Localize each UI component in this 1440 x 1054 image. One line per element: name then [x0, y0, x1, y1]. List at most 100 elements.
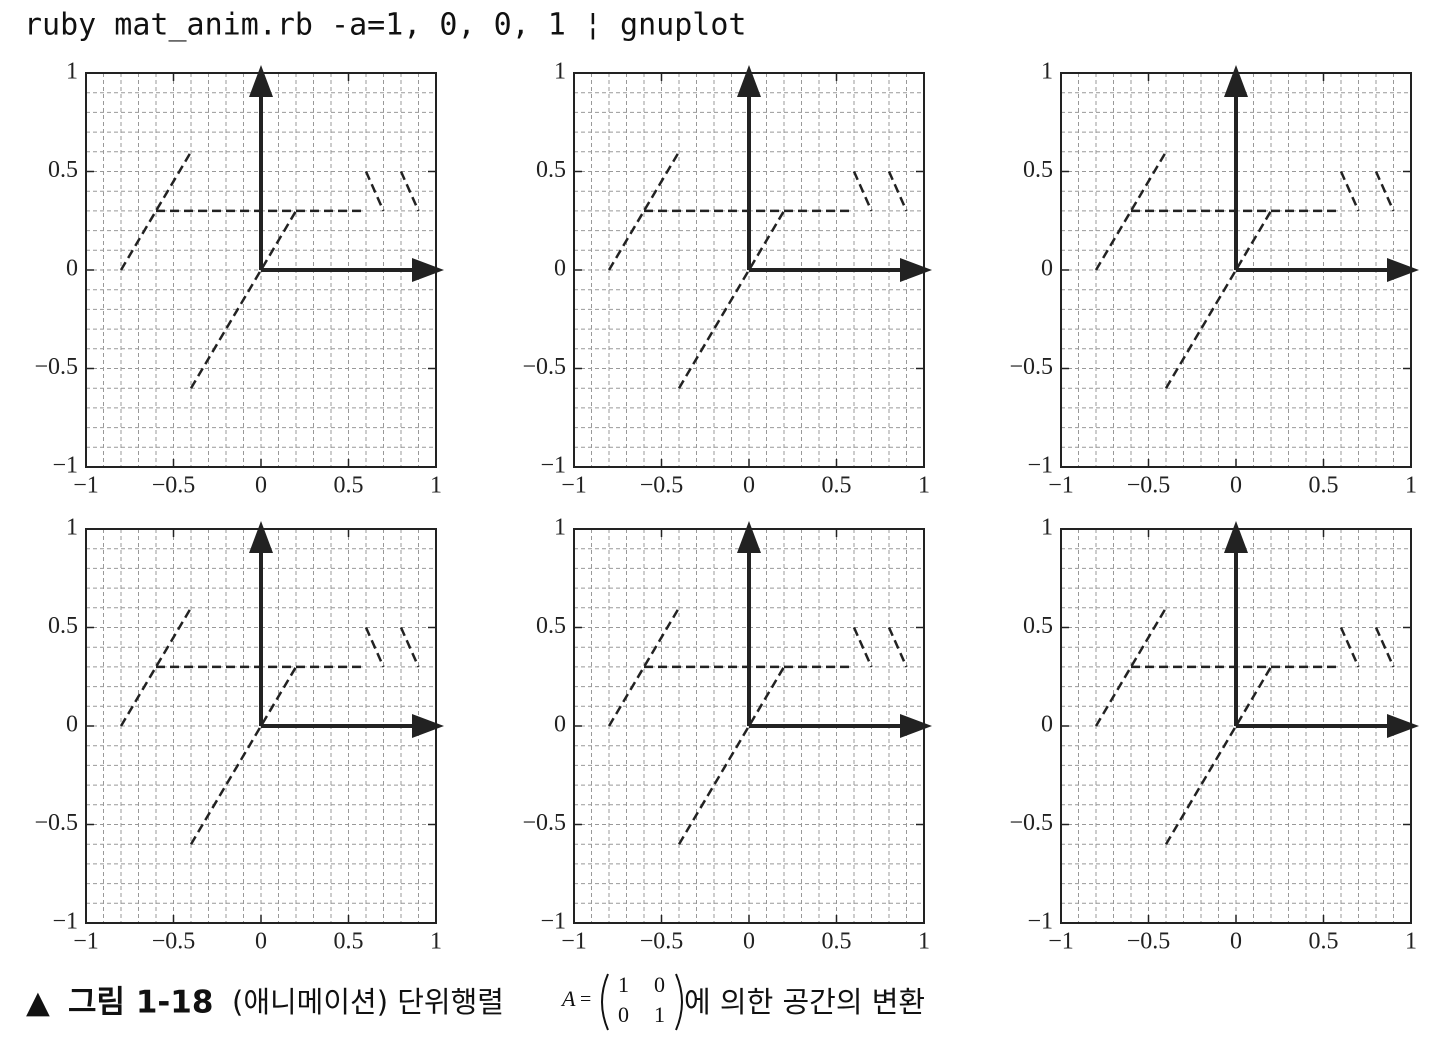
- y-tick-label: 0: [66, 712, 78, 738]
- dashed-line: [677, 666, 786, 845]
- x-tick-label: −1: [561, 929, 587, 955]
- x-tick-label: 0.5: [822, 929, 852, 955]
- x-tick-label: −1: [561, 473, 587, 499]
- dashed-line: [607, 151, 681, 271]
- x-tick-label: 0: [1230, 473, 1242, 499]
- y-tick-label: 0.5: [536, 613, 566, 639]
- x-tick-label: 1: [1405, 929, 1417, 955]
- x-tick-label: −0.5: [152, 473, 196, 499]
- y-tick-label: −1: [1027, 909, 1053, 935]
- dashed-line: [677, 210, 786, 389]
- x-tick-label: −0.5: [640, 929, 684, 955]
- x-tick-label: −1: [73, 473, 99, 499]
- caption-label: 그림 1-18: [68, 985, 213, 1021]
- y-tick-label: 0.5: [1023, 613, 1053, 639]
- x-tick-label: −0.5: [1127, 929, 1171, 955]
- x-tick-label: 0: [743, 929, 755, 955]
- x-tick-label: 0: [255, 929, 267, 955]
- y-tick-label: 1: [554, 59, 566, 85]
- dashed-line: [399, 170, 420, 212]
- x-tick-label: 0: [743, 473, 755, 499]
- y-tick-label: −1: [52, 909, 78, 935]
- matrix-entry: 1: [654, 1002, 665, 1027]
- dashed-line: [119, 607, 193, 727]
- command-line: ruby mat_anim.rb -a=1, 0, 0, 1 ¦ gnuplot: [24, 8, 746, 43]
- dashed-line: [364, 626, 385, 668]
- x-tick-label: 0.5: [334, 929, 364, 955]
- x-tick-label: 0: [255, 473, 267, 499]
- x-tick-label: −0.5: [1127, 473, 1171, 499]
- y-tick-label: 1: [1041, 515, 1053, 541]
- y-tick-label: 0: [1041, 256, 1053, 282]
- dashed-line: [1374, 626, 1395, 668]
- x-tick-label: −0.5: [152, 929, 196, 955]
- x-tick-label: −0.5: [640, 473, 684, 499]
- x-tick-label: −1: [1048, 929, 1074, 955]
- chart: −1 −0.5 0 0.5 1 −1 −0.5 0 0.5 1: [1009, 515, 1419, 955]
- dashed-line: [1339, 626, 1360, 668]
- dashed-line: [1094, 151, 1168, 271]
- dashed-line: [1164, 210, 1273, 389]
- matrix-entry: 0: [654, 972, 665, 997]
- dashed-line: [887, 626, 908, 668]
- x-tick-label: 1: [430, 473, 442, 499]
- y-tick-label: −1: [1027, 453, 1053, 479]
- x-tick-label: −1: [1048, 473, 1074, 499]
- y-tick-label: −1: [540, 453, 566, 479]
- x-tick-label: 1: [918, 473, 930, 499]
- dashed-line: [1374, 170, 1395, 212]
- dashed-line: [852, 170, 873, 212]
- y-tick-label: 0: [66, 256, 78, 282]
- y-tick-label: 1: [66, 515, 78, 541]
- caption-marker: ▲: [26, 985, 50, 1021]
- y-tick-label: −1: [52, 453, 78, 479]
- dashed-line: [1164, 666, 1273, 845]
- dashed-line: [1094, 607, 1168, 727]
- y-tick-label: 0.5: [536, 157, 566, 183]
- y-tick-label: 0.5: [48, 157, 78, 183]
- chart: −1 −0.5 0 0.5 1 −1 −0.5 0 0.5 1: [34, 515, 444, 955]
- y-tick-label: 0: [1041, 712, 1053, 738]
- chart: −1 −0.5 0 0.5 1 −1 −0.5 0 0.5 1: [522, 515, 932, 955]
- y-tick-label: 1: [554, 515, 566, 541]
- x-tick-label: 1: [430, 929, 442, 955]
- y-tick-label: −0.5: [522, 810, 566, 836]
- y-tick-label: −0.5: [34, 354, 78, 380]
- y-tick-label: 1: [66, 59, 78, 85]
- x-tick-label: −1: [73, 929, 99, 955]
- x-tick-label: 0.5: [1309, 473, 1339, 499]
- caption-text: (애니메이션) 단위행렬: [232, 985, 504, 1019]
- matrix-equals: =: [580, 989, 591, 1011]
- matrix-entry: 1: [618, 972, 629, 997]
- dashed-line: [364, 170, 385, 212]
- chart: −1 −0.5 0 0.5 1 −1 −0.5 0 0.5 1: [522, 59, 932, 499]
- y-tick-label: −0.5: [34, 810, 78, 836]
- x-tick-label: 0.5: [1309, 929, 1339, 955]
- dashed-line: [1339, 170, 1360, 212]
- dashed-line: [189, 210, 298, 389]
- y-tick-label: 0.5: [1023, 157, 1053, 183]
- x-tick-label: 0: [1230, 929, 1242, 955]
- matrix-entry: 0: [618, 1002, 629, 1027]
- y-tick-label: −0.5: [522, 354, 566, 380]
- y-tick-label: 0: [554, 256, 566, 282]
- dashed-line: [852, 626, 873, 668]
- dashed-line: [887, 170, 908, 212]
- x-tick-label: 0.5: [822, 473, 852, 499]
- y-tick-label: 1: [1041, 59, 1053, 85]
- caption-suffix: 에 의한 공간의 변환: [684, 985, 925, 1019]
- y-tick-label: 0: [554, 712, 566, 738]
- matrix-symbol: A: [560, 986, 576, 1011]
- x-tick-label: 0.5: [334, 473, 364, 499]
- y-tick-label: −0.5: [1009, 810, 1053, 836]
- matrix-brackets: [601, 973, 683, 1031]
- dashed-line: [119, 151, 193, 271]
- y-tick-label: 0.5: [48, 613, 78, 639]
- dashed-line: [189, 666, 298, 845]
- x-tick-label: 1: [918, 929, 930, 955]
- x-tick-label: 1: [1405, 473, 1417, 499]
- caption: ▲ 그림 1-18 (애니메이션) 단위행렬 A = 1 0 0 1 에 의한 …: [26, 972, 925, 1031]
- dashed-line: [399, 626, 420, 668]
